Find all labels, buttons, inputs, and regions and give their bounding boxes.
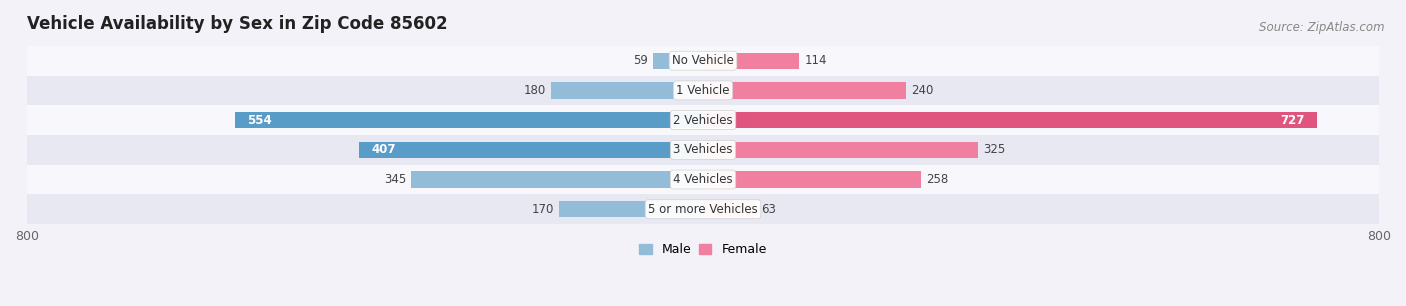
Text: 3 Vehicles: 3 Vehicles: [673, 143, 733, 156]
Bar: [27, 46, 1379, 76]
Text: 554: 554: [247, 114, 273, 127]
Text: 170: 170: [531, 203, 554, 216]
Bar: [703, 201, 756, 217]
Bar: [27, 76, 1379, 105]
Text: 240: 240: [911, 84, 934, 97]
Text: 2 Vehicles: 2 Vehicles: [673, 114, 733, 127]
Legend: Male, Female: Male, Female: [634, 238, 772, 261]
Bar: [235, 112, 703, 128]
Text: Vehicle Availability by Sex in Zip Code 85602: Vehicle Availability by Sex in Zip Code …: [27, 15, 447, 33]
Bar: [27, 165, 1379, 194]
Bar: [27, 135, 1379, 165]
Text: 325: 325: [983, 143, 1005, 156]
Text: 114: 114: [804, 54, 827, 67]
Bar: [359, 142, 703, 158]
Text: 63: 63: [761, 203, 776, 216]
Bar: [27, 105, 1379, 135]
Bar: [560, 201, 703, 217]
Text: No Vehicle: No Vehicle: [672, 54, 734, 67]
Text: 345: 345: [384, 173, 406, 186]
Bar: [412, 171, 703, 188]
Bar: [703, 142, 977, 158]
Bar: [27, 194, 1379, 224]
Text: 727: 727: [1281, 114, 1305, 127]
Text: Source: ZipAtlas.com: Source: ZipAtlas.com: [1260, 21, 1385, 34]
Bar: [703, 171, 921, 188]
Text: 180: 180: [523, 84, 546, 97]
Text: 59: 59: [633, 54, 648, 67]
Text: 5 or more Vehicles: 5 or more Vehicles: [648, 203, 758, 216]
Bar: [551, 82, 703, 99]
Text: 407: 407: [371, 143, 396, 156]
Text: 258: 258: [927, 173, 948, 186]
Text: 1 Vehicle: 1 Vehicle: [676, 84, 730, 97]
Bar: [654, 53, 703, 69]
Text: 4 Vehicles: 4 Vehicles: [673, 173, 733, 186]
Bar: [703, 112, 1317, 128]
Bar: [703, 82, 905, 99]
Bar: [703, 53, 800, 69]
